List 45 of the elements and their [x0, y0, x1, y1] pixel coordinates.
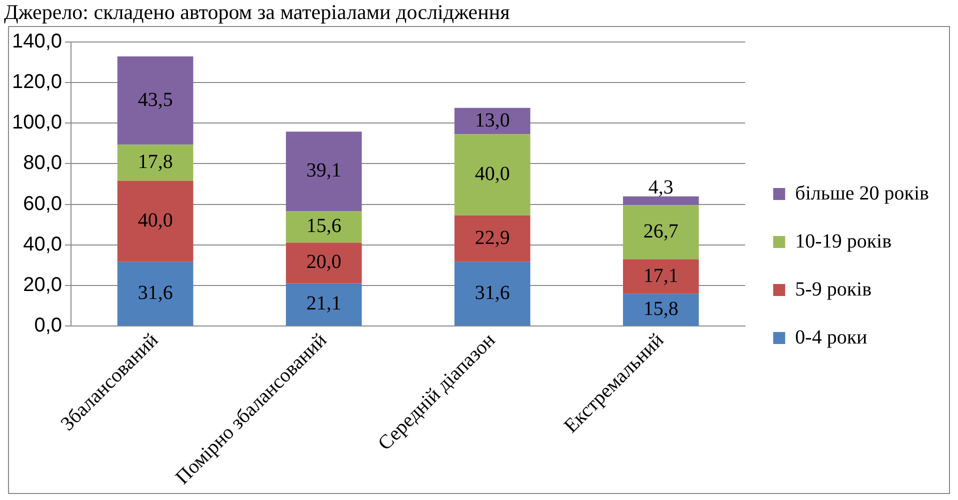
y-tick-label: 140,0	[12, 30, 62, 53]
y-tick-label: 0,0	[34, 314, 62, 336]
bar	[622, 294, 699, 326]
bar	[622, 259, 699, 294]
legend-label: 10-19 років	[795, 230, 892, 252]
data-label: 15,6	[306, 215, 342, 238]
data-label: 15,8	[643, 298, 678, 320]
bar	[622, 205, 699, 260]
data-label: 40,0	[474, 163, 510, 186]
data-label: 4,3	[648, 176, 674, 199]
y-tick-label: 80,0	[23, 152, 62, 174]
bar	[622, 196, 699, 206]
y-tick-label: 40,0	[23, 233, 62, 256]
data-label: 20,0	[306, 251, 342, 274]
bar	[454, 108, 530, 134]
bar	[454, 215, 530, 262]
bar	[117, 56, 194, 145]
data-label: 39,1	[306, 160, 342, 182]
bar	[286, 132, 362, 211]
legend-label: 5-9 років	[795, 278, 872, 300]
data-label: 17,8	[138, 150, 173, 173]
legend-label: більше 20 років	[795, 182, 929, 204]
data-label: 26,7	[643, 220, 678, 242]
data-label: 22,9	[474, 226, 510, 249]
data-label: 31,6	[138, 282, 173, 304]
y-tick-label: 120,0	[12, 71, 62, 94]
data-label: 40,0	[138, 210, 173, 232]
bar	[454, 262, 530, 326]
data-label: 21,1	[306, 292, 342, 315]
bar	[286, 242, 362, 284]
bar	[117, 144, 194, 181]
data-label: 17,1	[643, 264, 678, 287]
bar	[117, 262, 194, 326]
data-label: 31,6	[474, 282, 510, 304]
y-tick-label: 60,0	[23, 192, 62, 215]
bar	[117, 180, 194, 262]
legend-label: 0-4 роки	[795, 326, 868, 348]
data-label: 43,5	[138, 88, 173, 111]
data-label: 13,0	[474, 109, 510, 132]
bar	[286, 283, 362, 326]
y-tick-label: 20,0	[23, 274, 62, 296]
bar	[454, 134, 530, 216]
bar	[286, 210, 362, 243]
y-tick-label: 100,0	[12, 112, 62, 134]
text: Джерело: складено автором за матеріалами дослідження	[4, 0, 510, 24]
